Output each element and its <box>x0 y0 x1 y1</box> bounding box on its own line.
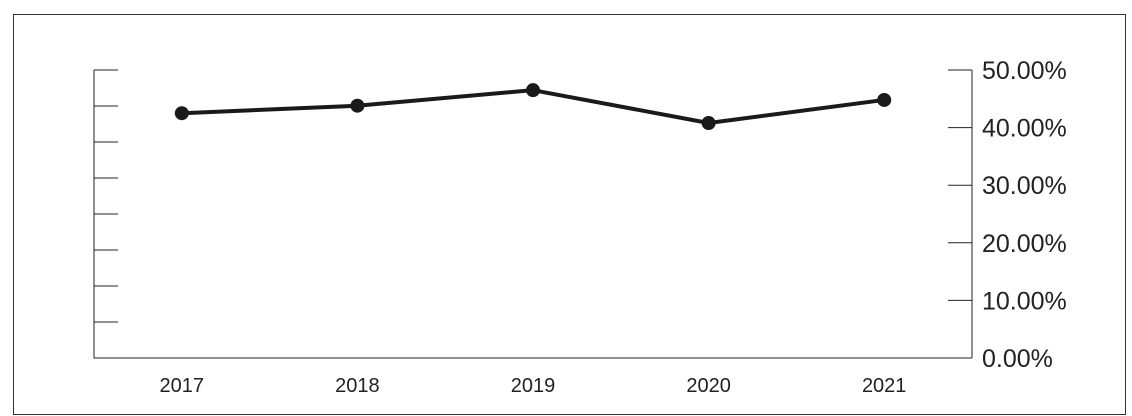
y-tick-label: 40.00% <box>982 115 1067 143</box>
data-point <box>877 93 891 107</box>
y-tick-label: 50.00% <box>982 57 1067 85</box>
data-point <box>702 116 716 130</box>
x-tick-label: 2020 <box>686 375 731 397</box>
x-tick-label: 2021 <box>862 375 907 397</box>
y-tick-label: 0.00% <box>982 345 1053 373</box>
y-tick-label: 10.00% <box>982 287 1067 315</box>
x-tick-label: 2017 <box>160 375 205 397</box>
data-point <box>526 83 540 97</box>
y-tick-label: 30.00% <box>982 172 1067 200</box>
data-point <box>350 99 364 113</box>
chart-frame <box>14 15 1126 415</box>
data-point <box>175 106 189 120</box>
y-tick-label: 20.00% <box>982 230 1067 258</box>
x-tick-label: 2018 <box>335 375 380 397</box>
x-tick-label: 2019 <box>511 375 556 397</box>
